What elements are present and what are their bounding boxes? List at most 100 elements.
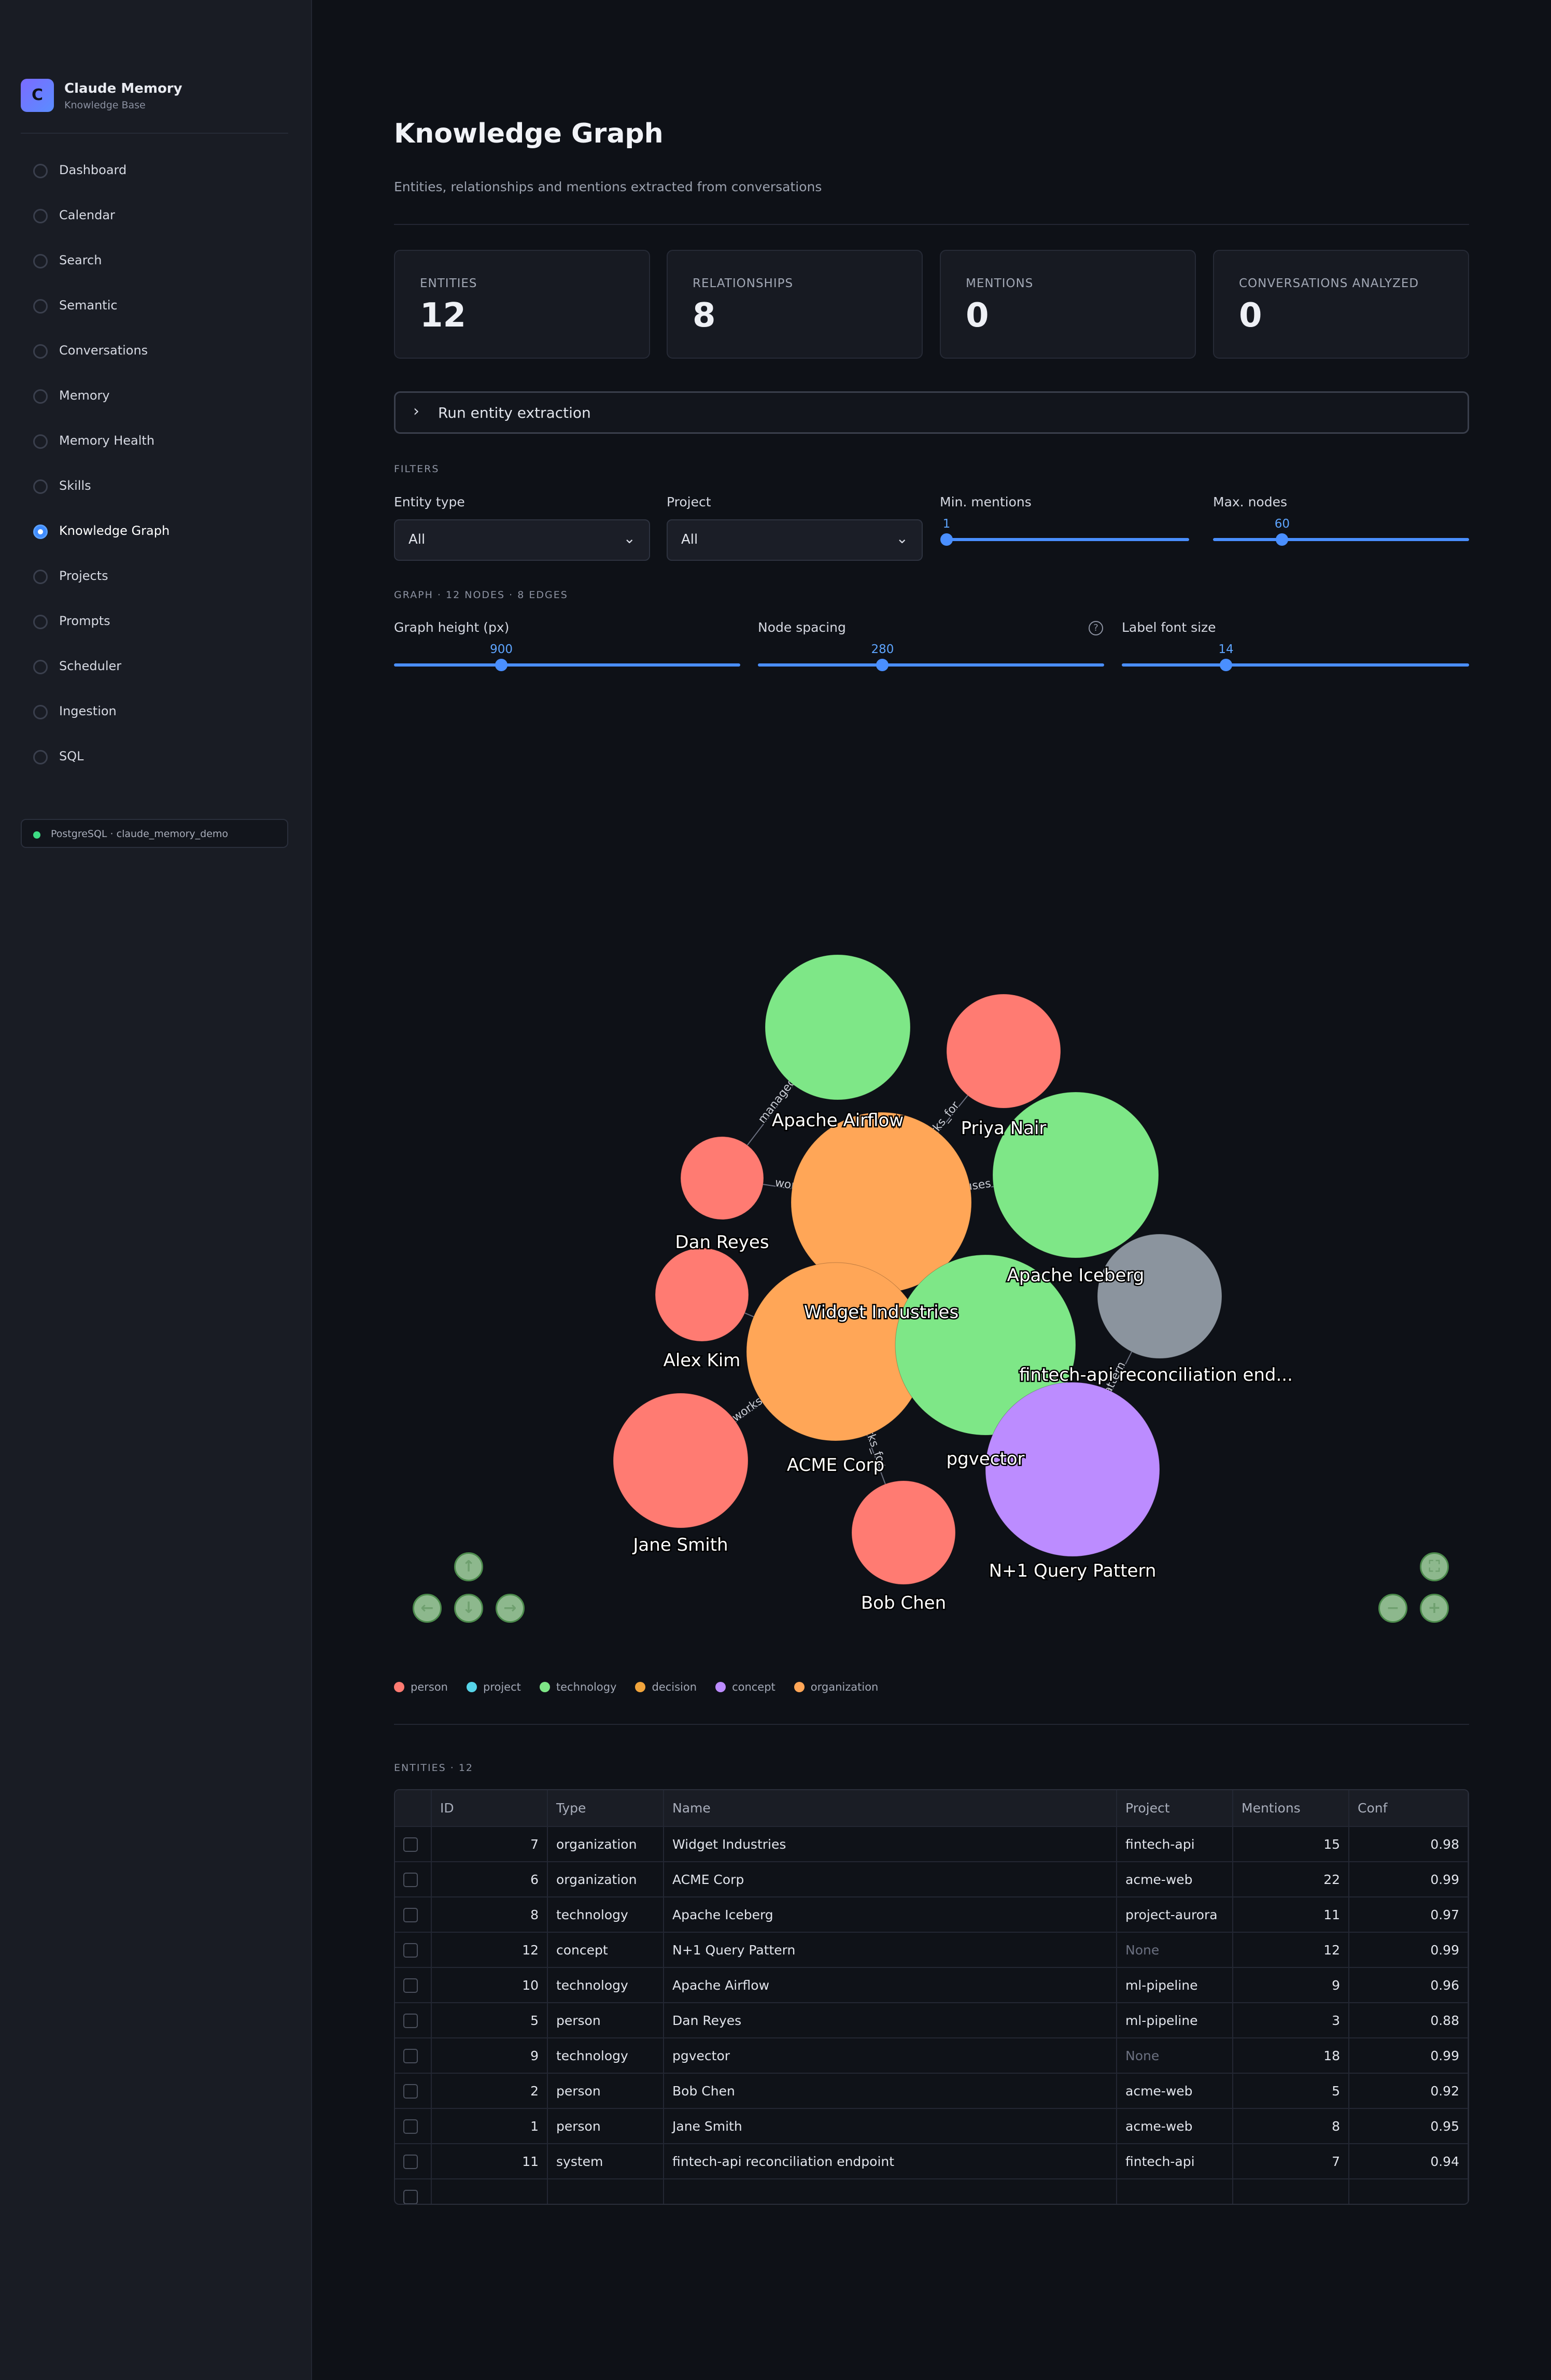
table-row[interactable] — [395, 2179, 1468, 2204]
row-checkbox[interactable] — [403, 2190, 418, 2204]
row-checkbox[interactable] — [403, 1943, 418, 1958]
row-checkbox[interactable] — [403, 2084, 418, 2099]
pan-left-button[interactable]: ← — [413, 1594, 442, 1623]
sidebar-item-search[interactable]: Search — [33, 246, 292, 291]
fit-view-button[interactable]: ⛶ — [1420, 1552, 1449, 1581]
label-font-size-slider[interactable]: 14 — [1122, 643, 1469, 674]
radio-icon — [33, 660, 48, 674]
sidebar-item-memory-health[interactable]: Memory Health — [33, 426, 292, 471]
row-checkbox-cell — [395, 1967, 432, 2003]
sidebar-item-label: SQL — [59, 749, 84, 763]
table-row[interactable]: 11 system fintech-api reconciliation endpo… — [395, 2144, 1468, 2179]
stat-label: ENTITIES — [420, 277, 477, 290]
sidebar-item-sql[interactable]: SQL — [33, 742, 292, 787]
column-header-id[interactable]: ID — [431, 1790, 548, 1827]
page-title: Knowledge Graph — [394, 118, 664, 149]
sidebar-item-calendar[interactable]: Calendar — [33, 201, 292, 246]
graph-node-fintech[interactable] — [1097, 1234, 1222, 1359]
sidebar-item-prompts[interactable]: Prompts — [33, 606, 292, 651]
entities-table[interactable]: ID Type Name Project Mentions Conf 7 orga… — [394, 1789, 1469, 2205]
row-checkbox[interactable] — [403, 2049, 418, 2063]
project-select[interactable]: All ⌄ — [667, 519, 923, 561]
row-checkbox[interactable] — [403, 1873, 418, 1887]
column-header-project[interactable]: Project — [1117, 1790, 1233, 1827]
node-label-airflow: Apache Airflow — [772, 1110, 904, 1131]
table-row[interactable]: 12 concept N+1 Query Pattern None 12 0.99 — [395, 1932, 1468, 1968]
help-icon[interactable]: ? — [1089, 621, 1103, 635]
graph-node-bob[interactable] — [851, 1480, 956, 1585]
slider-handle[interactable] — [940, 533, 953, 546]
row-checkbox[interactable] — [403, 2014, 418, 2028]
table-row[interactable]: 5 person Dan Reyes ml-pipeline 3 0.88 — [395, 2003, 1468, 2038]
table-row[interactable]: 2 person Bob Chen acme-web 5 0.92 — [395, 2073, 1468, 2109]
column-header-conf[interactable]: Conf — [1349, 1790, 1468, 1827]
run-entity-extraction-expander[interactable]: › Run entity extraction — [394, 391, 1469, 434]
slider-handle[interactable] — [1276, 533, 1289, 546]
sidebar-item-semantic[interactable]: Semantic — [33, 291, 292, 336]
table-row[interactable]: 7 organization Widget Industries fintech-ap… — [395, 1826, 1468, 1862]
row-checkbox-cell — [395, 2073, 432, 2109]
table-row[interactable]: 10 technology Apache Airflow ml-pipeline 9 0.… — [395, 1967, 1468, 2003]
row-checkbox-cell — [395, 1862, 432, 1897]
pan-down-button[interactable]: ↓ — [454, 1594, 483, 1623]
sidebar-item-ingestion[interactable]: Ingestion — [33, 697, 292, 742]
row-checkbox-cell — [395, 1897, 432, 1933]
graph-node-nplus1[interactable] — [985, 1382, 1160, 1557]
cell-id: 12 — [431, 1932, 548, 1968]
select-all-header[interactable] — [395, 1790, 432, 1827]
stat-value: 0 — [966, 296, 989, 335]
max-nodes-label: Max. nodes — [1213, 494, 1287, 509]
graph-node-airflow[interactable] — [765, 954, 911, 1100]
row-checkbox[interactable] — [403, 1978, 418, 1993]
max-nodes-slider[interactable]: 60 — [1213, 517, 1469, 548]
table-row[interactable]: 9 technology pgvector None 18 0.99 — [395, 2038, 1468, 2074]
sidebar-item-knowledge-graph[interactable]: Knowledge Graph — [33, 516, 292, 561]
slider-handle[interactable] — [495, 659, 508, 671]
min-mentions-slider[interactable]: 1 — [940, 517, 1189, 548]
cell-project: None — [1117, 1932, 1233, 1968]
sidebar-item-skills[interactable]: Skills — [33, 471, 292, 516]
table-row[interactable]: 1 person Jane Smith acme-web 8 0.95 — [395, 2108, 1468, 2144]
sidebar-item-dashboard[interactable]: Dashboard — [33, 155, 292, 201]
row-checkbox[interactable] — [403, 1837, 418, 1852]
node-spacing-slider[interactable]: 280 — [758, 643, 1104, 674]
pan-right-button[interactable]: → — [496, 1594, 525, 1623]
radio-icon — [33, 525, 48, 539]
sidebar-item-scheduler[interactable]: Scheduler — [33, 651, 292, 697]
column-header-mentions[interactable]: Mentions — [1233, 1790, 1349, 1827]
graph-node-priya[interactable] — [946, 994, 1061, 1109]
row-checkbox[interactable] — [403, 2119, 418, 2134]
graph-node-alex[interactable] — [655, 1248, 749, 1342]
graph-node-jane[interactable] — [613, 1393, 749, 1528]
cell-name: Apache Iceberg — [664, 1897, 1117, 1933]
graph-node-pgvector[interactable] — [895, 1254, 1076, 1436]
sidebar-item-projects[interactable]: Projects — [33, 561, 292, 606]
radio-icon — [33, 705, 48, 719]
graph-node-iceberg[interactable] — [992, 1092, 1159, 1258]
zoom-out-button[interactable]: − — [1378, 1594, 1407, 1623]
table-row[interactable]: 8 technology Apache Iceberg project-aurora 1… — [395, 1897, 1468, 1933]
column-header-name[interactable]: Name — [664, 1790, 1117, 1827]
column-header-type[interactable]: Type — [547, 1790, 664, 1827]
slider-handle[interactable] — [876, 659, 889, 671]
table-row[interactable]: 6 organization ACME Corp acme-web 22 0.99 — [395, 1862, 1468, 1897]
cell-mentions — [1233, 2179, 1349, 2204]
slider-handle[interactable] — [1220, 659, 1232, 671]
pan-up-button[interactable]: ↑ — [454, 1552, 483, 1581]
zoom-in-button[interactable]: + — [1420, 1594, 1449, 1623]
slider-value: 280 — [871, 643, 894, 656]
knowledge-graph-canvas[interactable]: managedworks_forworks_forworks_forworks_… — [394, 689, 1469, 1638]
cell-mentions: 11 — [1233, 1897, 1349, 1933]
graph-node-dan[interactable] — [680, 1136, 764, 1220]
graph-svg[interactable]: managedworks_forworks_forworks_forworks_… — [394, 689, 1469, 1638]
row-checkbox[interactable] — [403, 1908, 418, 1922]
cell-project: acme-web — [1117, 2073, 1233, 2109]
sidebar-item-conversations[interactable]: Conversations — [33, 336, 292, 381]
sidebar-item-memory[interactable]: Memory — [33, 381, 292, 426]
row-checkbox[interactable] — [403, 2155, 418, 2169]
cell-mentions: 22 — [1233, 1862, 1349, 1897]
entity-type-select[interactable]: All ⌄ — [394, 519, 650, 561]
graph-height-slider[interactable]: 900 — [394, 643, 740, 674]
cell-type: person — [547, 2108, 664, 2144]
node-label-pgvector: pgvector — [946, 1449, 1024, 1469]
